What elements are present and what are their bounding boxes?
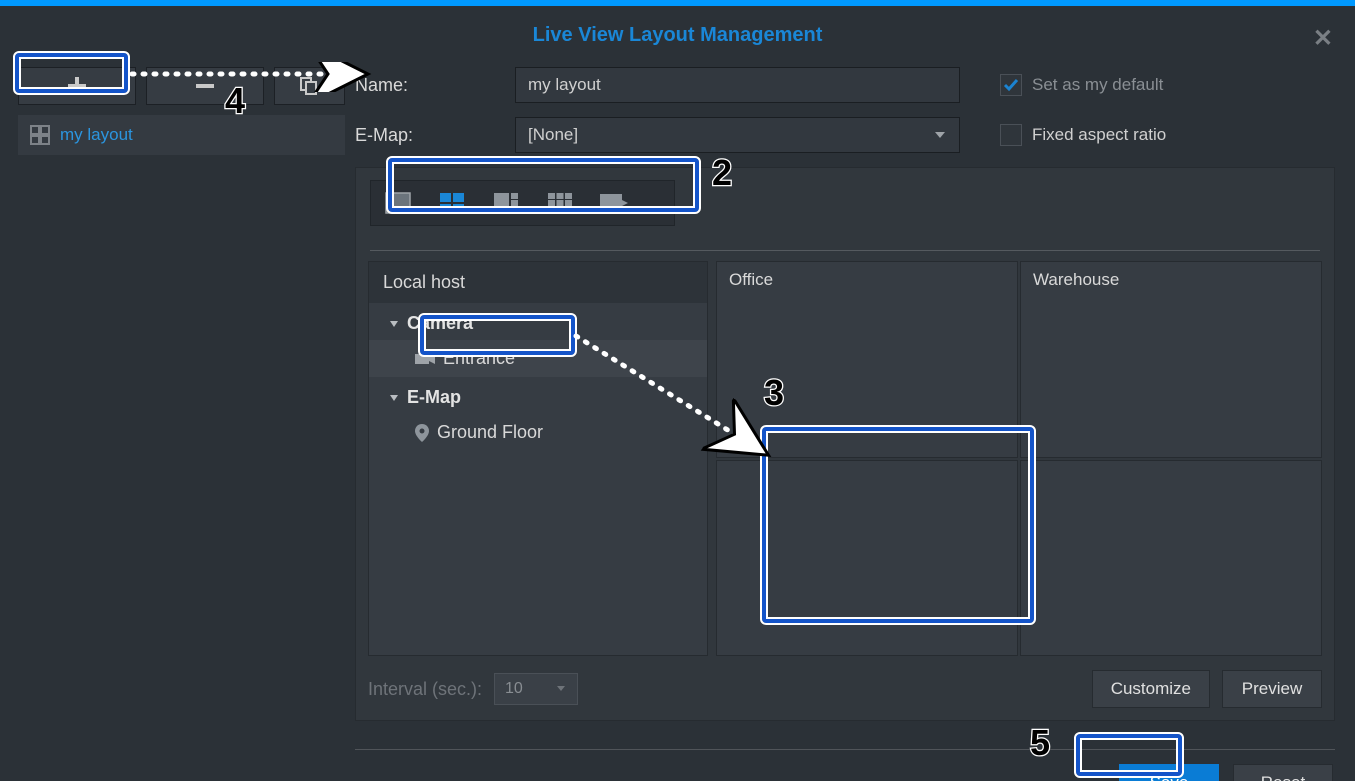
emap-label: E-Map: — [355, 125, 495, 146]
pin-icon — [415, 424, 429, 442]
emap-select-value: [None] — [528, 125, 578, 145]
interval-select: 10 — [494, 673, 578, 705]
editor-panel: Local host Camera Entrance E-Map — [355, 167, 1335, 721]
dialog-footer: Save Reset — [355, 749, 1335, 781]
grid-cell-1[interactable]: Warehouse — [1020, 261, 1322, 458]
plus-icon — [67, 76, 87, 96]
delete-layout-button[interactable] — [146, 67, 264, 105]
layout-mode-2x2[interactable] — [435, 189, 469, 217]
minus-icon — [195, 76, 215, 96]
fixed-aspect-checkbox[interactable]: Fixed aspect ratio — [1000, 124, 1166, 146]
emap-select[interactable]: [None] — [515, 117, 960, 153]
layout-mode-toolbar — [370, 180, 675, 226]
main-panel: Name: Set as my default E-Map: [None] — [355, 67, 1355, 778]
layout-mode-3x3[interactable] — [543, 189, 577, 217]
layout-mode-1plus5[interactable] — [489, 189, 523, 217]
reset-button[interactable]: Reset — [1233, 764, 1333, 781]
chevron-down-icon — [389, 393, 399, 403]
layout-mode-1x1[interactable] — [381, 189, 415, 217]
interval-row: Interval (sec.): 10 — [368, 673, 578, 705]
grid-cell-3[interactable] — [1020, 460, 1322, 657]
interval-label: Interval (sec.): — [368, 679, 482, 700]
set-default-checkbox[interactable]: Set as my default — [1000, 74, 1163, 96]
name-input[interactable] — [515, 67, 960, 103]
sidebar-layout-item[interactable]: my layout — [18, 115, 345, 155]
window-title-text: Live View Layout Management — [533, 24, 823, 46]
window-titlebar: Live View Layout Management ✕ — [0, 6, 1355, 67]
tree-section-emap[interactable]: E-Map — [369, 377, 707, 414]
tree-section-camera[interactable]: Camera — [369, 303, 707, 340]
add-layout-button[interactable] — [18, 67, 136, 105]
check-icon — [1002, 76, 1020, 94]
customize-button[interactable]: Customize — [1092, 670, 1210, 708]
chevron-down-icon — [389, 319, 399, 329]
grid-cell-2[interactable] — [716, 460, 1018, 657]
sidebar-layout-label: my layout — [60, 125, 133, 145]
preview-button[interactable]: Preview — [1222, 670, 1322, 708]
close-icon[interactable]: ✕ — [1313, 24, 1333, 53]
fixed-aspect-label: Fixed aspect ratio — [1032, 125, 1166, 145]
duplicate-layout-button[interactable] — [274, 67, 345, 105]
copy-icon — [299, 76, 319, 96]
chevron-down-icon — [555, 683, 567, 695]
name-label: Name: — [355, 75, 495, 96]
save-button[interactable]: Save — [1119, 764, 1219, 781]
camera-icon — [415, 352, 435, 366]
chevron-down-icon — [933, 128, 947, 142]
layout-mode-sequential[interactable] — [597, 189, 631, 217]
grid-icon — [30, 125, 50, 145]
layout-grid: Office Warehouse — [716, 261, 1322, 656]
divider — [370, 250, 1320, 251]
sidebar: my layout — [0, 67, 355, 778]
tree-emap-item[interactable]: Ground Floor — [369, 414, 707, 451]
grid-cell-0[interactable]: Office — [716, 261, 1018, 458]
set-default-label: Set as my default — [1032, 75, 1163, 95]
source-tree-panel: Local host Camera Entrance E-Map — [368, 261, 708, 656]
tree-camera-item[interactable]: Entrance — [369, 340, 707, 377]
tree-root-label: Local host — [369, 262, 707, 303]
